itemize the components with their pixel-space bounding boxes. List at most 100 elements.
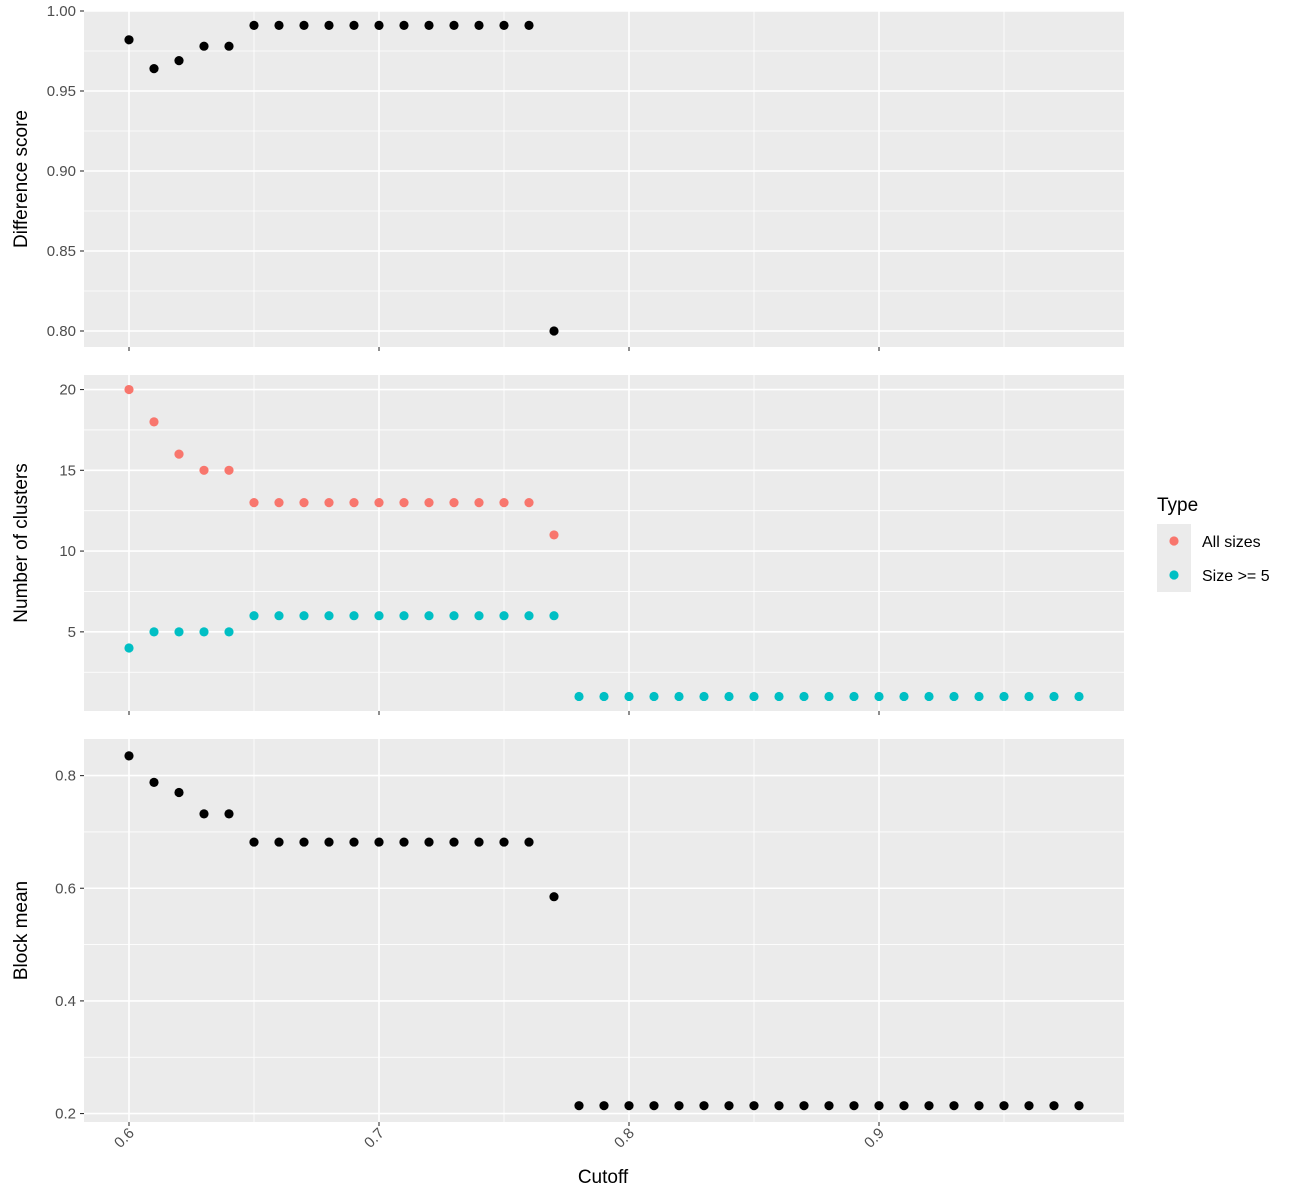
- data-point: [999, 1101, 1009, 1111]
- data-point: [149, 64, 159, 74]
- data-point: [524, 611, 534, 621]
- data-point: [799, 691, 809, 702]
- data-point: [449, 20, 459, 30]
- data-point: [849, 1101, 859, 1111]
- data-point: [474, 20, 484, 30]
- data-point: [774, 1101, 784, 1111]
- data-point: [399, 611, 409, 621]
- data-point: [649, 1101, 659, 1111]
- y-tick-label: 0.80: [47, 323, 76, 340]
- data-point: [274, 498, 284, 508]
- data-point: [974, 691, 984, 702]
- data-point: [299, 837, 309, 847]
- data-point: [574, 691, 584, 702]
- legend: Type All sizes Size >= 5: [1157, 495, 1270, 592]
- data-point: [499, 611, 509, 621]
- data-point: [1074, 1101, 1084, 1111]
- series-difference-score: [124, 20, 559, 336]
- data-point: [874, 1101, 884, 1111]
- data-point: [324, 498, 334, 508]
- data-point: [824, 1101, 834, 1111]
- data-point: [649, 691, 659, 702]
- y-axis-title-block-mean: Block mean: [11, 881, 32, 980]
- data-point: [124, 384, 134, 395]
- x-axis-title: Cutoff: [578, 1167, 629, 1188]
- data-point: [324, 837, 334, 847]
- data-point: [749, 691, 759, 702]
- data-point: [549, 326, 559, 336]
- data-point: [374, 837, 384, 847]
- y-tick-label: 15: [59, 462, 76, 479]
- y-tick-label: 0.85: [47, 243, 76, 260]
- data-point: [549, 530, 559, 540]
- data-point: [249, 611, 259, 621]
- data-point: [349, 20, 359, 30]
- legend-title: Type: [1157, 495, 1198, 516]
- legend-dot-all-sizes: [1169, 536, 1179, 546]
- data-point: [124, 35, 134, 45]
- y-tick-label: 5: [68, 624, 76, 641]
- data-point: [899, 1101, 909, 1111]
- data-point: [324, 611, 334, 621]
- data-point: [274, 837, 284, 847]
- data-point: [499, 498, 509, 508]
- data-point: [149, 627, 159, 637]
- panel-background: [84, 739, 1124, 1122]
- panel-block-mean: 0.2 0.4 0.6 0.8 Block mean: [11, 739, 1124, 1126]
- y-tick-label: 0.6: [55, 880, 76, 897]
- data-point: [224, 465, 234, 475]
- data-point: [249, 837, 259, 847]
- data-point: [524, 20, 534, 30]
- y-tick-label: 1.00: [47, 3, 76, 20]
- data-point: [1074, 691, 1084, 702]
- data-point: [474, 837, 484, 847]
- data-point: [299, 20, 309, 30]
- y-tick-label: 0.95: [47, 83, 76, 100]
- data-point: [974, 1101, 984, 1111]
- data-point: [449, 498, 459, 508]
- data-point: [624, 1101, 634, 1111]
- data-point: [274, 611, 284, 621]
- data-point: [324, 20, 334, 30]
- data-point: [199, 809, 209, 819]
- data-point: [549, 611, 559, 621]
- y-axis-title-difference-score: Difference score: [11, 110, 32, 248]
- data-point: [499, 837, 509, 847]
- data-point: [299, 498, 309, 508]
- data-point: [349, 837, 359, 847]
- data-point: [899, 691, 909, 702]
- data-point: [1049, 691, 1059, 702]
- data-point: [374, 611, 384, 621]
- data-point: [1024, 691, 1034, 702]
- y-tick-label: 0.90: [47, 163, 76, 180]
- data-point: [174, 627, 184, 637]
- series-block-mean: [124, 751, 1084, 1111]
- data-point: [674, 691, 684, 702]
- y-tick-label: 0.4: [55, 993, 76, 1010]
- data-point: [724, 1101, 734, 1111]
- data-point: [424, 611, 434, 621]
- data-point: [124, 751, 134, 761]
- data-point: [849, 691, 859, 702]
- data-point: [749, 1101, 759, 1111]
- data-point: [174, 449, 184, 459]
- data-point: [249, 20, 259, 30]
- data-point: [174, 787, 184, 798]
- y-tick-label: 20: [59, 382, 76, 399]
- data-point: [524, 837, 534, 847]
- data-point: [499, 20, 509, 30]
- x-tick-label: 0.7: [361, 1125, 388, 1152]
- panel-background: [84, 375, 1124, 711]
- data-point: [449, 611, 459, 621]
- data-point: [699, 691, 709, 702]
- legend-label-size-ge-5: Size >= 5: [1202, 568, 1270, 585]
- series-size-5: [124, 611, 1084, 702]
- data-point: [449, 837, 459, 847]
- data-point: [549, 892, 559, 902]
- data-point: [599, 691, 609, 702]
- data-point: [399, 20, 409, 30]
- data-point: [174, 56, 184, 66]
- panel-difference-score: 0.80 0.85 0.90 0.95 1.00 Difference score: [11, 3, 1124, 351]
- data-point: [724, 691, 734, 702]
